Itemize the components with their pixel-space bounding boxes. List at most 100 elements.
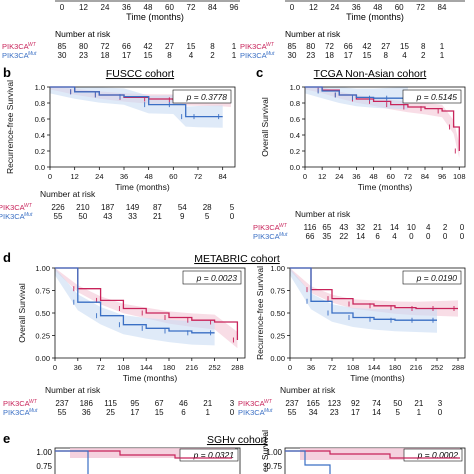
x-tick-label: 288 (452, 363, 465, 372)
risk-mut-value: 1 (417, 408, 422, 417)
x-tick-label: 84 (421, 172, 429, 181)
x-tick-label: 0 (303, 172, 307, 181)
risk-mut-value: 0 (409, 232, 414, 241)
risk-title: Number at risk (40, 189, 96, 199)
plot-frame (49, 86, 236, 168)
x-tick-label: 144 (368, 363, 381, 372)
risk-mut-value: 23 (79, 51, 88, 60)
y-tick-label: 0.8 (35, 99, 45, 108)
panel-letter-e: e (3, 431, 10, 446)
risk-mut-value: 4 (189, 51, 194, 60)
risk-wt-value: 2 (443, 223, 448, 232)
risk-wt-value: 8 (210, 42, 215, 51)
risk-mut-sup: Mut (266, 51, 275, 57)
km-plot-d-right: 0.00 0.25 0.50 0.75 1.00 0 36 72 108 144 180 216 252… (238, 264, 466, 417)
panel-e-right-ytick-2: 0.75 (266, 462, 282, 471)
panel-title-c: TCGA Non-Asian cohort (314, 68, 427, 80)
x-tick-label: 60 (387, 172, 395, 181)
y-tick-label: 1.0 (35, 83, 45, 92)
ci-band-wt (290, 268, 458, 317)
risk-wt-value: 50 (393, 399, 402, 408)
risk-title: Number at risk (45, 385, 101, 395)
risk-wt-value: 237 (55, 399, 69, 408)
km-curve-wt (55, 267, 239, 340)
top-left-tick-6: 72 (187, 3, 196, 12)
risk-wt-value: 115 (104, 399, 117, 408)
risk-wt-value: 21 (373, 223, 382, 232)
risk-mut-value: 2 (421, 51, 426, 60)
pvalue-box (182, 270, 242, 285)
risk-mut-value: 8 (384, 51, 389, 60)
risk-mut-sup: Mut (28, 51, 37, 57)
panel-e-right-mut-curve (285, 450, 331, 474)
risk-mut-sup: Mut (279, 232, 288, 238)
risk-wt-value: 67 (155, 399, 164, 408)
risk-wt-value: 14 (390, 223, 399, 232)
risk-wt-value: 80 (79, 42, 88, 51)
x-tick-label: 108 (347, 363, 360, 372)
x-tick-label: 36 (307, 363, 315, 372)
x-tick-label: 96 (438, 172, 446, 181)
risk-wt-label: PIK3CA (240, 42, 267, 51)
panel-title-d: METABRIC cohort (194, 253, 280, 265)
pvalue-text: p = 0.0023 (196, 273, 238, 283)
risk-wt-value: 43 (339, 223, 348, 232)
risk-mut-value: 4 (402, 51, 407, 60)
risk-wt-value: 237 (285, 399, 299, 408)
risk-mut-sup: Mut (24, 212, 33, 218)
y-tick-label: 0.75 (270, 287, 285, 296)
panel-e-right: p = 0.0002 1.00 0.75 ee Survival (260, 430, 466, 474)
top-left-tick-3: 36 (122, 3, 131, 12)
risk-mut-value: 4 (392, 232, 397, 241)
risk-wt-value: 21 (203, 399, 212, 408)
panel-e-right-pvalue: p = 0.0002 (417, 450, 459, 460)
risk-wt-value: 27 (381, 42, 390, 51)
risk-mut-value: 6 (181, 408, 186, 417)
risk-wt-value: 8 (421, 42, 426, 51)
top-left-risk-title: Number at risk (55, 29, 111, 39)
x-tick-label: 108 (453, 172, 466, 181)
panel-letter-b: b (3, 65, 11, 80)
km-curve-mut (50, 86, 223, 118)
risk-wt-value: 226 (51, 203, 65, 212)
panel-e-left-pvalue: p = 0.0321 (193, 450, 235, 460)
risk-wt-value: 149 (126, 203, 140, 212)
panel-title-e: SGHv cohort (207, 434, 267, 446)
risk-wt-value: 116 (304, 223, 317, 232)
panel-title-b: FUSCC cohort (106, 68, 174, 80)
risk-mut-value: 55 (288, 408, 297, 417)
risk-title: Number at risk (280, 385, 336, 395)
y-tick-label: 0.50 (35, 309, 50, 318)
y-tick-label: 0.0 (35, 163, 45, 172)
risk-mut-value: 0 (443, 232, 448, 241)
km-plot-c: 0.00.20.40.60.81.00 12 24 36 48 60 72 84 96 108Ti… (253, 83, 466, 241)
risk-mut-value: 14 (356, 232, 365, 241)
risk-wt-value: 85 (58, 42, 67, 51)
risk-mut-value: 17 (130, 408, 139, 417)
x-axis-label: Time (months) (115, 182, 170, 192)
risk-mut-sup: Mut (264, 408, 273, 414)
x-tick-label: 36 (120, 172, 128, 181)
y-tick-label: 0.6 (290, 115, 300, 124)
risk-wt-value: 72 (101, 42, 110, 51)
risk-wt-value: 165 (306, 399, 320, 408)
risk-wt-value: 5 (230, 203, 235, 212)
risk-mut-value: 43 (103, 212, 112, 221)
risk-mut-value: 0 (460, 232, 465, 241)
risk-mut-value: 5 (205, 212, 210, 221)
risk-wt-sup: WT (28, 42, 37, 48)
risk-mut-value: 1 (232, 51, 237, 60)
y-axis-label: Overall Survival (260, 97, 270, 157)
risk-mut-value: 66 (306, 232, 315, 241)
risk-wt-value: 3 (438, 399, 443, 408)
risk-wt-value: 42 (363, 42, 372, 51)
panel-e-left-wt-band (70, 448, 235, 458)
top-left-tick-5: 60 (165, 3, 174, 12)
risk-mut-label: PIK3CA (253, 232, 280, 241)
pvalue-box (402, 89, 462, 104)
risk-wt-value: 74 (372, 399, 381, 408)
x-tick-label: 48 (369, 172, 377, 181)
risk-wt-value: 4 (426, 223, 431, 232)
y-axis-label: Recurrence-free Survival (5, 80, 15, 174)
panel-e-left-mut-curve (55, 450, 89, 474)
